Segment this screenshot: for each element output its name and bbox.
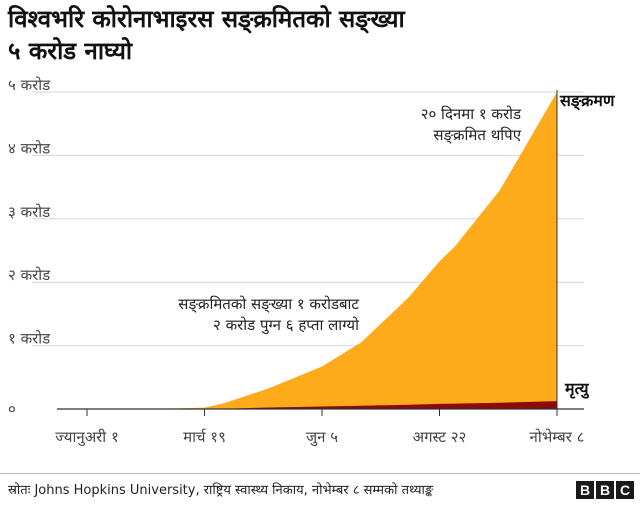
chart-title-line1: विश्वभरि कोरोनाभाइरस सङ्क्रमितको सङ्ख्या xyxy=(8,5,405,33)
y-tick-label-0: ० xyxy=(8,400,16,418)
bbc-logo-letter-3: C xyxy=(616,481,634,499)
source-note: स्रोतः Johns Hopkins University, राष्ट्र… xyxy=(8,483,434,498)
bbc-logo: B B C xyxy=(576,481,634,499)
footer-divider xyxy=(0,473,640,474)
area-chart: ० १ करोड २ करोड ३ करोड ४ करोड ५ करोड ज्यानुअरी… xyxy=(8,76,616,447)
x-tick-label-0: ज्यानुअरी १ xyxy=(55,428,119,447)
series-label-deaths: मृत्यु xyxy=(564,379,589,399)
annotation-2-line1: सङ्क्रमितको सङ्ख्या १ करोडबाट xyxy=(178,295,359,313)
x-tick-label-3: अगस्ट २२ xyxy=(413,428,467,446)
annotation-2-line2: २ करोड पुग्न ६ हप्ता लाग्यो xyxy=(213,316,360,335)
series-areas xyxy=(87,92,557,409)
y-tick-label-4: ४ करोड xyxy=(8,139,51,157)
annotation-1-line1: २० दिनमा १ करोड xyxy=(421,105,522,123)
chart-labels: सङ्क्रमण मृत्यु २० दिनमा १ करोड सङ्क्रमि… xyxy=(178,91,616,399)
chart-title-line2: ५ करोड नाघ्यो xyxy=(8,37,133,65)
y-tick-label-2: २ करोड xyxy=(8,266,51,284)
y-tick-label-1: १ करोड xyxy=(8,330,51,348)
x-tick-label-1: मार्च १९ xyxy=(183,428,226,446)
x-tick-label-2: जुन ५ xyxy=(306,428,338,447)
axes: ० १ करोड २ करोड ३ करोड ४ करोड ५ करोड ज्यानुअरी… xyxy=(8,76,584,447)
bbc-logo-letter-2: B xyxy=(596,481,614,499)
series-area-0 xyxy=(87,92,557,409)
annotation-1-line2: सङ्क्रमित थपिए xyxy=(433,126,521,144)
y-tick-label-5: ५ करोड xyxy=(8,76,51,94)
series-label-infections: सङ्क्रमण xyxy=(559,91,616,111)
x-tick-label-4: नोभेम्बर ८ xyxy=(530,428,585,446)
y-tick-label-3: ३ करोड xyxy=(8,203,51,221)
series-area-1 xyxy=(87,401,557,409)
bbc-logo-letter-1: B xyxy=(576,481,594,499)
